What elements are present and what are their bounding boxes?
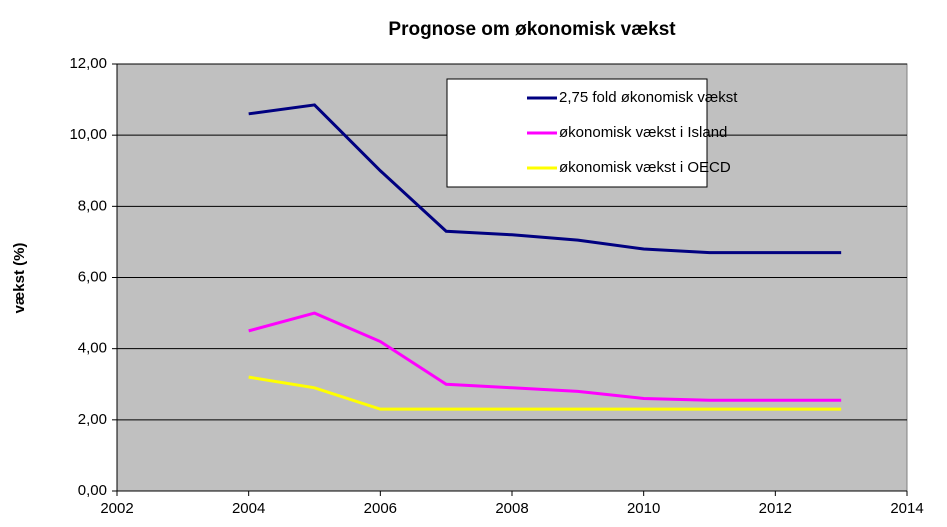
x-tick-label: 2008 bbox=[495, 500, 528, 517]
y-axis-label: vækst (%) bbox=[11, 243, 28, 314]
chart-title: Prognose om økonomisk vækst bbox=[388, 19, 676, 40]
legend-label: økonomisk vækst i Island bbox=[559, 124, 727, 141]
y-tick-label: 10,00 bbox=[69, 126, 107, 143]
y-tick-label: 4,00 bbox=[78, 340, 107, 357]
x-tick-label: 2010 bbox=[627, 500, 660, 517]
series-line bbox=[248, 375, 842, 411]
x-tick-label: 2012 bbox=[759, 500, 792, 517]
x-tick-label: 2006 bbox=[364, 500, 397, 517]
y-tick-label: 0,00 bbox=[78, 482, 107, 499]
legend-label: 2,75 fold økonomisk vækst bbox=[559, 89, 738, 106]
y-tick-label: 12,00 bbox=[69, 55, 107, 72]
series-line bbox=[248, 103, 842, 255]
x-tick-label: 2014 bbox=[890, 500, 923, 517]
y-tick-label: 6,00 bbox=[78, 268, 107, 285]
x-tick-label: 2002 bbox=[100, 500, 133, 517]
series-line bbox=[248, 311, 842, 402]
y-tick-label: 2,00 bbox=[78, 411, 107, 428]
x-tick-label: 2004 bbox=[232, 500, 265, 517]
y-tick-label: 8,00 bbox=[78, 197, 107, 214]
legend-label: økonomisk vækst i OECD bbox=[559, 159, 731, 176]
legend-box bbox=[446, 78, 708, 188]
